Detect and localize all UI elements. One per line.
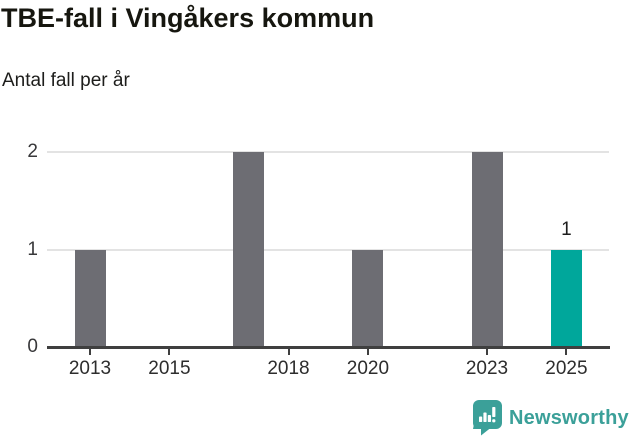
gridline-y1 [47, 248, 609, 251]
x-axis-line [47, 346, 610, 349]
x-axis-label-2023: 2023 [465, 358, 509, 379]
x-axis-label-2025: 2025 [545, 358, 588, 379]
x-axis-label-2013: 2013 [68, 358, 112, 379]
newsworthy-bubble-chart-icon [473, 400, 502, 436]
bar-2023 [471, 152, 503, 347]
x-axis-tick-2018 [287, 349, 290, 355]
value-label-2025: 1 [561, 218, 572, 240]
x-axis-label-2018: 2018 [267, 358, 310, 379]
x-axis-tick-2015 [168, 349, 171, 355]
chart-title: TBE-fall i Vingåkers kommun [1, 3, 375, 33]
x-axis-tick-2013 [89, 349, 91, 355]
x-axis-tick-2020 [366, 349, 369, 355]
y-axis-label-2: 2 [27, 141, 38, 162]
bar-2017 [233, 152, 265, 347]
bar-2020 [352, 249, 384, 347]
newsworthy-logo: Newsworthy [473, 399, 629, 437]
bar-2025 [550, 249, 582, 347]
x-axis-label-2015: 2015 [148, 358, 191, 379]
y-axis-label-0: 0 [27, 336, 38, 357]
bar-2013 [74, 249, 106, 347]
chart-subtitle: Antal fall per år [2, 70, 130, 91]
gridline-y2 [47, 151, 609, 153]
y-axis-label-1: 1 [27, 238, 38, 260]
newsworthy-logo-text: Newsworthy [509, 406, 629, 429]
x-axis-tick-2023 [486, 349, 488, 355]
x-axis-tick-2025 [565, 349, 568, 355]
x-axis-label-2020: 2020 [346, 358, 390, 379]
